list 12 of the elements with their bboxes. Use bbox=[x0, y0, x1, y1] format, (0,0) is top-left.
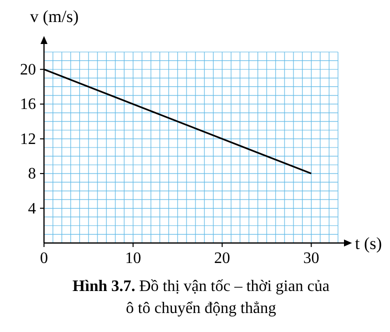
x-axis-title: t (s) bbox=[355, 234, 382, 253]
x-tick-label: 10 bbox=[125, 250, 142, 267]
y-axis-title: v (m/s) bbox=[30, 7, 79, 26]
y-tick-label: 4 bbox=[28, 200, 36, 218]
y-tick-label: 20 bbox=[20, 61, 36, 78]
y-tick-label: 12 bbox=[20, 130, 36, 148]
x-tick-label: 0 bbox=[40, 250, 48, 267]
x-tick-label: 20 bbox=[214, 250, 230, 267]
x-tick-label: 30 bbox=[303, 250, 320, 267]
y-tick-label: 16 bbox=[20, 96, 36, 114]
y-tick-label: 8 bbox=[28, 166, 36, 183]
text: Hình 3.7. Đồ thị vận tốc – thời gian của ô tô chuyển động thẳng bbox=[72, 278, 330, 317]
